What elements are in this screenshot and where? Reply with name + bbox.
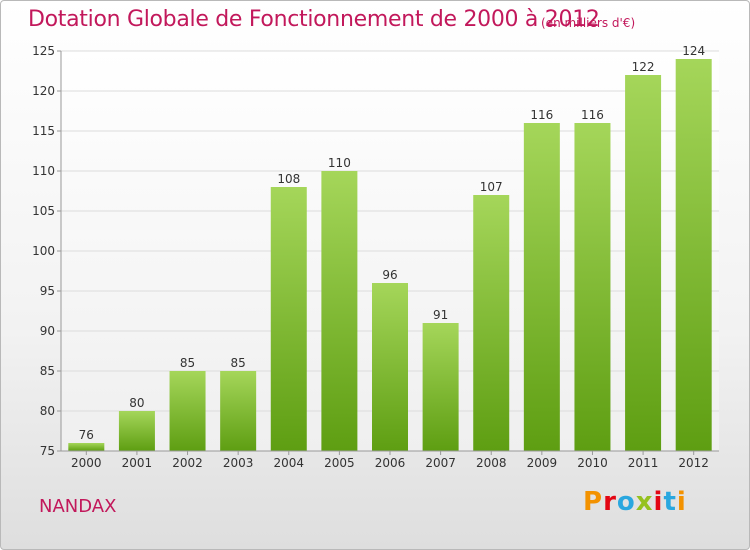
y-tick-label: 115 xyxy=(32,124,55,138)
x-tick-label: 2000 xyxy=(71,456,102,470)
bar xyxy=(675,59,712,451)
x-tick-label: 2012 xyxy=(678,456,709,470)
y-tick-label: 95 xyxy=(40,284,55,298)
x-tick-label: 2006 xyxy=(375,456,406,470)
bars: 76 80 85 85 108 110 96 91 107 116 116 122 124 xyxy=(68,44,712,451)
bar xyxy=(68,443,105,451)
axes: 75 80 85 90 95 100 105 110 115 120 125 2000 2001 2002… xyxy=(32,44,719,470)
proxiti-logo: Proxiti xyxy=(583,487,687,517)
place-name: NANDAX xyxy=(39,496,117,517)
bar-value-label: 110 xyxy=(328,156,351,170)
y-tick-label: 110 xyxy=(32,164,55,178)
bar-value-label: 80 xyxy=(129,396,144,410)
x-tick-label: 2003 xyxy=(223,456,254,470)
bar xyxy=(321,171,358,451)
bar-value-label: 91 xyxy=(433,308,448,322)
logo-letter: i xyxy=(676,487,687,517)
bar-value-label: 85 xyxy=(231,356,246,370)
chart-title: Dotation Globale de Fonctionnement de 20… xyxy=(28,7,600,32)
x-tick-label: 2010 xyxy=(577,456,608,470)
y-tick-label: 75 xyxy=(40,444,55,458)
logo-letter: r xyxy=(603,487,617,517)
y-tick-label: 80 xyxy=(40,404,55,418)
bar-value-label: 124 xyxy=(682,44,705,58)
x-tick-label: 2004 xyxy=(273,456,304,470)
x-tick-label: 2005 xyxy=(324,456,355,470)
bar xyxy=(422,323,459,451)
x-tick-label: 2001 xyxy=(122,456,153,470)
bar-value-label: 85 xyxy=(180,356,195,370)
x-tick-label: 2011 xyxy=(628,456,659,470)
bar-value-label: 116 xyxy=(581,108,604,122)
y-tick-label: 85 xyxy=(40,364,55,378)
y-tick-label: 120 xyxy=(32,84,55,98)
bar xyxy=(523,123,560,451)
x-tick-label: 2002 xyxy=(172,456,203,470)
bar xyxy=(118,411,155,451)
bar xyxy=(574,123,611,451)
chart-unit: (en milliers d'€) xyxy=(541,16,636,30)
y-tick-label: 125 xyxy=(32,44,55,58)
logo-letter: i xyxy=(653,487,664,517)
bar-value-label: 96 xyxy=(382,268,397,282)
bar xyxy=(372,283,408,451)
bar xyxy=(220,371,257,451)
y-tick-label: 100 xyxy=(32,244,55,258)
bar xyxy=(270,187,307,451)
bar xyxy=(169,371,206,451)
bar-value-label: 76 xyxy=(79,428,94,442)
x-tick-label: 2009 xyxy=(527,456,558,470)
bar-value-label: 122 xyxy=(632,60,655,74)
logo-letter: P xyxy=(583,487,604,517)
x-tick-label: 2008 xyxy=(476,456,507,470)
logo-letter: o xyxy=(616,487,636,517)
bar-value-label: 107 xyxy=(480,180,503,194)
bar xyxy=(473,195,510,451)
bar xyxy=(625,75,662,451)
bar-value-label: 116 xyxy=(530,108,553,122)
y-tick-label: 105 xyxy=(32,204,55,218)
x-tick-label: 2007 xyxy=(425,456,456,470)
logo-letter: x xyxy=(635,487,654,517)
y-tick-label: 90 xyxy=(40,324,55,338)
logo-letter: t xyxy=(663,487,677,517)
bar-value-label: 108 xyxy=(277,172,300,186)
